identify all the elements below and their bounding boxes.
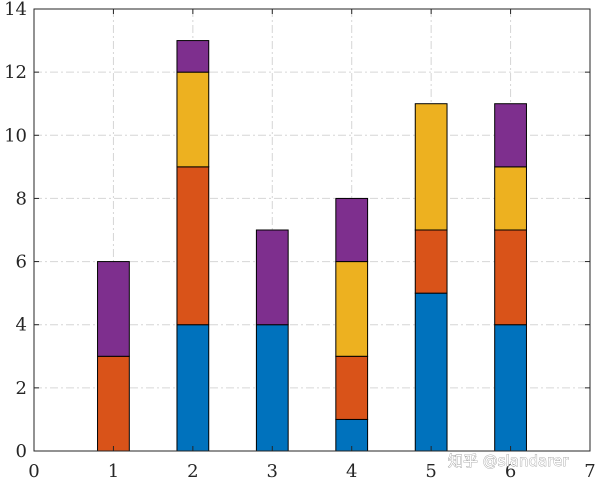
y-tick-label: 14 <box>4 0 27 20</box>
y-tick-label: 0 <box>16 441 27 462</box>
bar-segment-5-2 <box>414 229 448 294</box>
bar-segment-2-3 <box>176 71 210 168</box>
x-tick-label: 5 <box>425 461 436 482</box>
y-tick-labels: 0 2 4 6 8 10 12 14 <box>4 0 27 462</box>
x-tick-label: 1 <box>108 461 119 482</box>
bar-segment-5-1 <box>414 292 448 452</box>
x-tick-label: 6 <box>505 461 516 482</box>
x-tick-label: 4 <box>346 461 357 482</box>
x-tick-labels: 0 1 2 3 4 5 6 7 <box>28 461 595 482</box>
axes-box <box>33 8 591 452</box>
bar-segment-2-2 <box>176 166 210 326</box>
bar-segment-6-3 <box>494 166 527 231</box>
bar-segment-4-4 <box>335 197 369 263</box>
y-tick-label: 12 <box>4 62 27 83</box>
bar-segment-3-1 <box>255 324 289 452</box>
watermark-text: 知乎 @slandarer <box>448 452 569 470</box>
x-tick-label: 2 <box>187 461 198 482</box>
x-tick-label: 7 <box>584 461 595 482</box>
bar-segment-5-3 <box>414 103 448 231</box>
x-tick-label: 0 <box>28 461 39 482</box>
x-tick-label: 3 <box>267 461 278 482</box>
y-tick-label: 10 <box>4 125 27 146</box>
tick-marks <box>33 8 591 452</box>
bar-segment-6-2 <box>494 229 527 326</box>
y-tick-label: 8 <box>16 188 27 209</box>
bar-segment-4-3 <box>335 261 369 357</box>
bar-segment-6-4 <box>494 103 527 168</box>
bar-segment-4-2 <box>335 355 369 420</box>
bar-segment-2-4 <box>176 40 210 73</box>
bar-segment-3-4 <box>255 229 289 326</box>
bar-segment-1-4 <box>97 261 130 357</box>
y-tick-label: 4 <box>16 315 27 336</box>
bar-segment-4-1 <box>335 418 369 452</box>
bar-segment-1-2 <box>97 355 130 452</box>
bar-segment-2-1 <box>176 324 210 452</box>
y-tick-label: 2 <box>16 378 27 399</box>
bars <box>97 40 527 452</box>
y-tick-label: 6 <box>16 252 27 273</box>
bar-segment-6-1 <box>494 324 527 452</box>
